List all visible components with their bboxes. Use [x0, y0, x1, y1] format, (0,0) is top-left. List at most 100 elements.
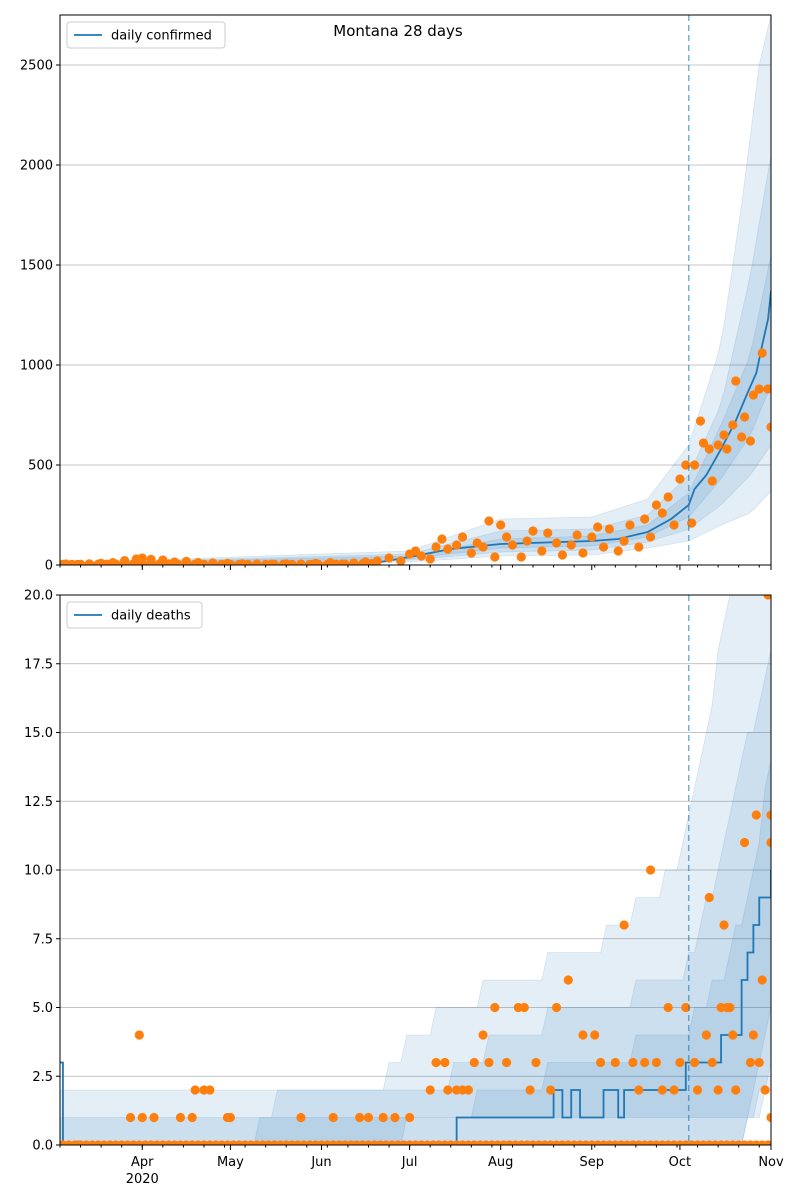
observed-point: [390, 1112, 400, 1123]
observed-point: [748, 390, 758, 400]
observed-point: [190, 1085, 200, 1095]
observed-point: [199, 559, 209, 565]
observed-point: [490, 552, 500, 562]
y-tick-label: 10.0: [24, 864, 53, 879]
observed-point: [663, 492, 673, 502]
observed-point: [146, 559, 156, 565]
observed-point: [572, 530, 582, 540]
observed-point: [528, 526, 538, 536]
observed-point: [496, 520, 506, 530]
observed-point: [634, 542, 644, 552]
observed-point: [349, 559, 359, 565]
observed-point: [134, 1030, 144, 1040]
y-tick-label: 5.0: [32, 1001, 53, 1016]
observed-point: [645, 865, 656, 875]
observed-point: [205, 1085, 215, 1095]
observed-point: [766, 1112, 771, 1123]
observed-point: [384, 553, 394, 563]
observed-point: [690, 1057, 700, 1068]
observed-point: [437, 534, 447, 544]
legend-box: [66, 21, 226, 49]
observed-point: [507, 540, 518, 550]
y-tick-label: 1500: [20, 259, 53, 274]
observed-point: [707, 1057, 717, 1068]
observed-point: [190, 559, 200, 565]
observed-point: [355, 1112, 365, 1123]
observed-point: [287, 559, 297, 565]
observed-point: [137, 1112, 147, 1123]
observed-point: [155, 559, 165, 565]
observed-point: [425, 1085, 435, 1095]
observed-point: [566, 540, 576, 550]
observed-point: [669, 520, 679, 530]
uncertainty-band: [60, 154, 771, 565]
observed-point: [93, 559, 103, 565]
chart-title: Montana 28 days: [333, 22, 463, 40]
observed-point: [120, 559, 130, 565]
observed-point: [657, 508, 667, 518]
observed-point: [754, 1057, 764, 1068]
observed-point: [551, 1002, 562, 1013]
observed-point: [490, 1002, 500, 1013]
x-tick-label: Apr: [131, 1155, 154, 1170]
axes-frame: [59, 14, 772, 566]
legend: daily deaths: [66, 601, 203, 629]
observed-point: [111, 559, 121, 565]
observed-point: [578, 1030, 588, 1040]
x-tick-label: May: [217, 1155, 244, 1170]
observed-point: [452, 540, 462, 550]
observed-point: [745, 1057, 756, 1068]
observed-point: [522, 536, 532, 546]
observed-point: [590, 1030, 600, 1040]
observed-point: [519, 1002, 529, 1013]
observed-point: [225, 1112, 236, 1123]
x-tick-label: Aug: [488, 1155, 513, 1170]
observed-point: [313, 559, 324, 565]
observed-point: [760, 1085, 770, 1095]
observed-point: [261, 559, 271, 565]
observed-point: [763, 1140, 771, 1145]
observed-point: [378, 1112, 388, 1123]
observed-point: [457, 532, 468, 542]
observed-point: [440, 1057, 450, 1068]
observed-point: [719, 430, 729, 440]
observed-point: [269, 559, 280, 565]
y-tick-label: 20.0: [24, 589, 53, 604]
observed-point: [713, 1085, 723, 1095]
observed-point: [634, 1085, 644, 1095]
observed-point: [331, 559, 341, 565]
y-tick-label: 17.5: [24, 657, 53, 672]
observed-point: [208, 559, 218, 565]
observed-point: [657, 1085, 667, 1095]
observed-point: [751, 810, 761, 820]
observed-point: [628, 1057, 638, 1068]
observed-point: [60, 559, 68, 565]
y-tick-label: 0: [45, 559, 53, 574]
observed-point: [181, 559, 191, 565]
observed-point: [640, 514, 650, 524]
observed-point: [731, 1085, 741, 1095]
observed-point: [763, 595, 771, 600]
uncertainty-band: [60, 15, 771, 565]
legend: daily confirmed: [66, 21, 226, 49]
observed-point: [651, 500, 662, 510]
x-tick-label: Sep: [580, 1155, 605, 1170]
plot-area: [60, 595, 771, 1145]
observed-point: [722, 444, 732, 454]
uncertainty-band: [60, 595, 771, 1145]
legend-label: daily confirmed: [111, 29, 212, 44]
observed-point: [225, 559, 236, 565]
observed-point: [737, 432, 747, 442]
x-tick-label: Jun: [310, 1155, 331, 1170]
observed-point: [363, 1112, 374, 1123]
observed-point: [766, 422, 771, 432]
observed-point: [537, 546, 547, 556]
observed-point: [405, 1112, 415, 1123]
y-tick-label: 2.5: [32, 1070, 53, 1085]
observed-point: [328, 1112, 338, 1123]
observed-point: [305, 559, 315, 565]
observed-point: [598, 542, 609, 552]
observed-point: [358, 559, 368, 565]
observed-point: [322, 559, 332, 565]
observed-point: [557, 550, 568, 560]
